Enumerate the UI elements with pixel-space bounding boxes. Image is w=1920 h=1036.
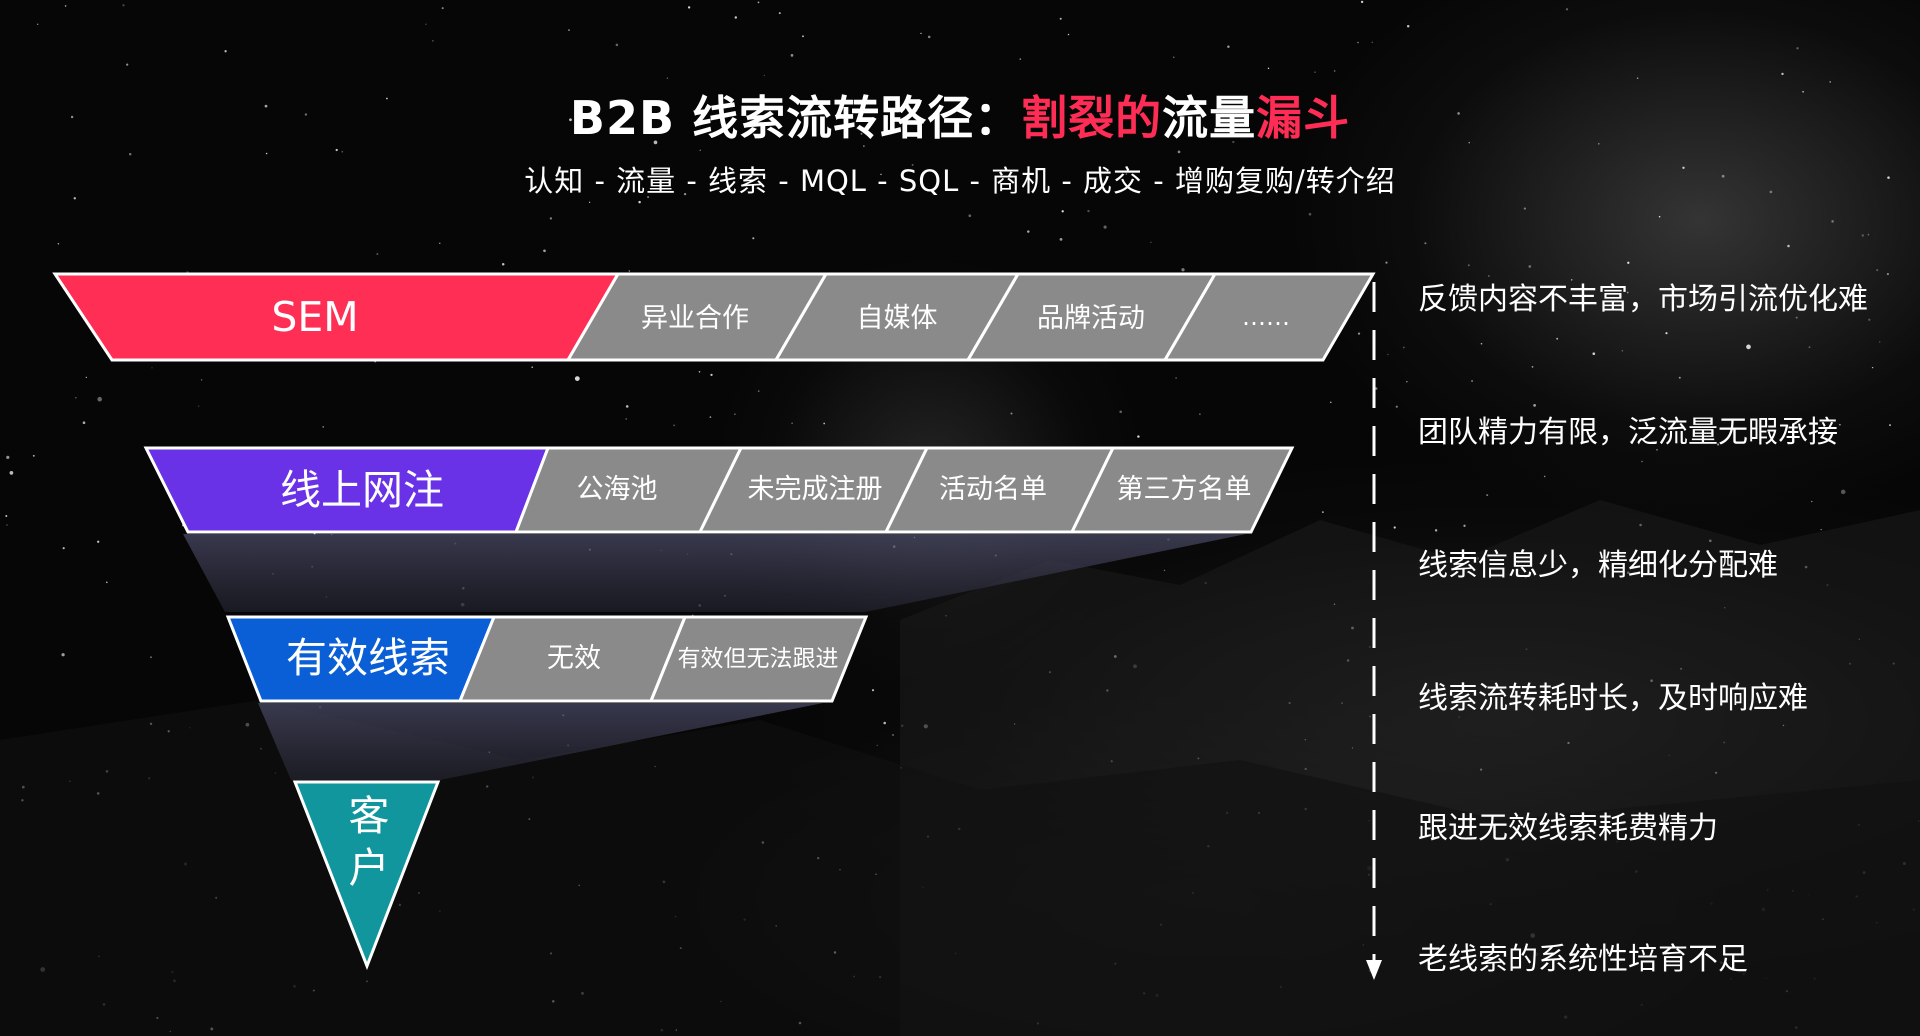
funnel-row-1: SEM 异业合作 自媒体 品牌活动 …… [52,272,1376,362]
funnel-row-4: 客 户 [292,780,441,971]
customer-stage-triangle [292,780,441,971]
title-highlight-1: 割裂的 [1021,91,1163,145]
connector-band-row3-row4 [258,703,823,780]
issue-text-6: 老线索的系统性培育不足 [1418,942,1748,977]
issue-text-4: 线索流转耗时长，及时响应难 [1418,681,1808,716]
segment-2-4 [1069,446,1295,534]
issue-text-1: 反馈内容不丰富，市场引流优化难 [1418,282,1868,317]
customer-label-line-1: 客 [349,792,390,840]
segment-2-2-label: 未完成注册 [748,474,883,505]
segment-1-3-label: 品牌活动 [1037,303,1145,334]
segment-2-4-label: 第三方名单 [1117,474,1252,505]
segment-2-1-label: 公海池 [577,474,658,505]
issue-text-5: 跟进无效线索耗费精力 [1418,811,1718,846]
online-registration-stage-label: 线上网注 [280,466,444,514]
segment-1-1-label: 异业合作 [641,303,749,334]
page-subtitle: 认知 - 流量 - 线索 - MQL - SQL - 商机 - 成交 - 增购复… [524,164,1396,198]
issue-text-3: 线索信息少，精细化分配难 [1418,548,1778,583]
title-highlight-2: 漏斗 [1256,91,1351,145]
segment-1-4-label: …… [1242,303,1290,331]
connector-band-row2-row3 [183,534,1246,612]
segment-1-4 [1162,272,1376,362]
segment-2-3-label: 活动名单 [939,474,1047,505]
sem-stage-label: SEM [271,293,358,341]
segment-1-2-label: 自媒体 [857,303,938,334]
page-title: B2B 线索流转路径：割裂的流量漏斗 [0,82,1920,148]
segment-3-1-label: 无效 [547,643,601,674]
title-middle: 流量 [1162,91,1257,145]
timeline-arrowhead [1366,960,1382,980]
valid-leads-stage-label: 有效线索 [286,634,450,682]
issue-text-2: 团队精力有限，泛流量无暇承接 [1418,415,1838,450]
funnel-row-2: 线上网注 公海池 未完成注册 活动名单 第三方名单 [143,446,1295,534]
segment-3-2-label: 有效但无法跟进 [678,646,839,672]
segment-3-2 [648,615,869,703]
title-prefix: B2B 线索流转路径： [569,91,1022,145]
funnel-row-3: 有效线索 无效 有效但无法跟进 [225,615,869,703]
customer-label-line-2: 户 [349,844,390,892]
